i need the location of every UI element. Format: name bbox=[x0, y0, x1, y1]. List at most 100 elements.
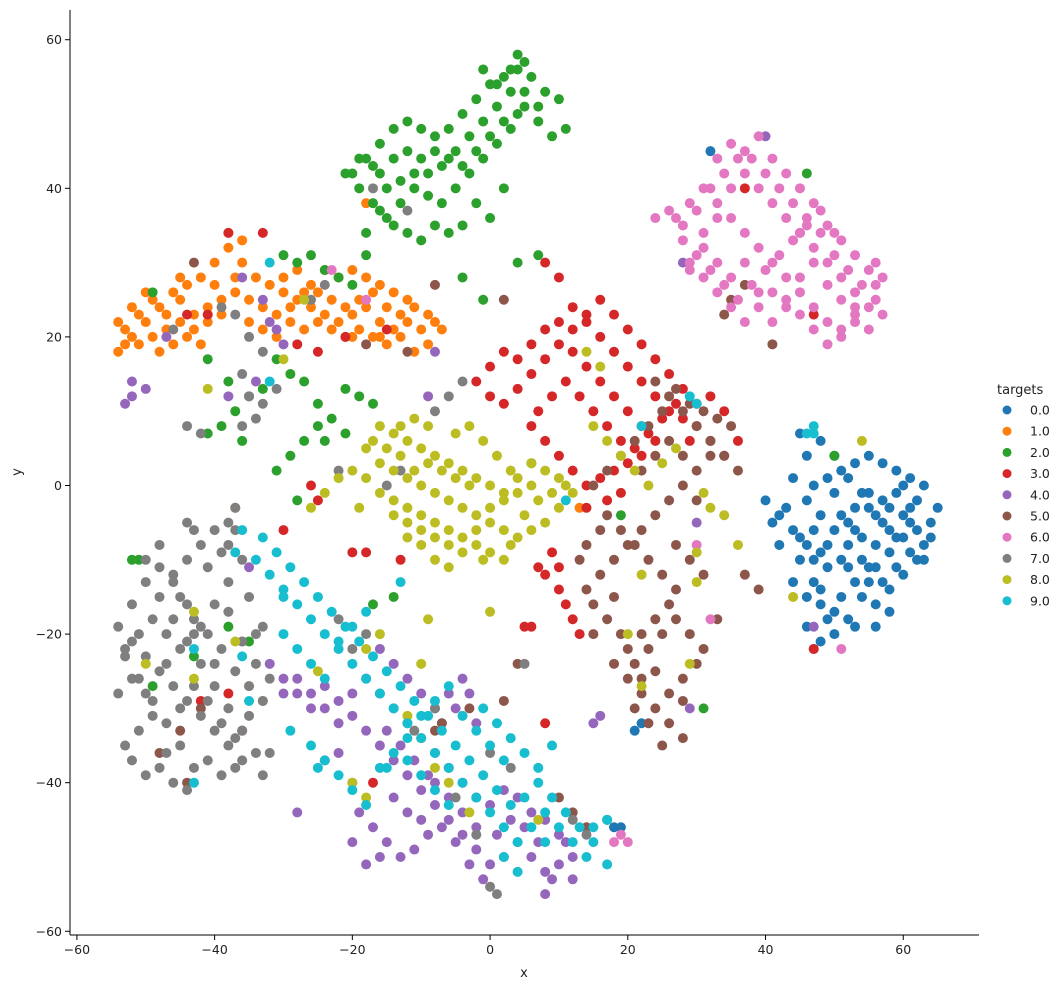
data-point bbox=[423, 391, 434, 402]
data-point bbox=[443, 814, 454, 825]
data-point bbox=[133, 629, 144, 640]
data-point bbox=[140, 383, 151, 394]
data-point bbox=[856, 279, 867, 290]
data-point bbox=[485, 807, 496, 818]
data-point bbox=[423, 458, 434, 469]
data-point bbox=[760, 265, 771, 276]
data-point bbox=[526, 339, 537, 350]
data-point bbox=[698, 487, 709, 498]
data-point bbox=[402, 116, 413, 127]
data-point bbox=[188, 606, 199, 617]
data-point bbox=[457, 272, 468, 283]
data-point bbox=[237, 421, 248, 432]
data-point bbox=[237, 725, 248, 736]
data-point bbox=[429, 703, 440, 714]
data-point bbox=[175, 317, 186, 328]
data-point bbox=[402, 502, 413, 513]
data-point bbox=[326, 324, 337, 335]
data-point bbox=[836, 331, 847, 342]
data-point bbox=[540, 837, 551, 848]
data-point bbox=[774, 250, 785, 261]
data-point bbox=[478, 435, 489, 446]
data-point bbox=[615, 435, 626, 446]
data-point bbox=[416, 324, 427, 335]
data-point bbox=[526, 525, 537, 536]
data-point bbox=[278, 673, 289, 684]
data-point bbox=[657, 458, 668, 469]
data-point bbox=[113, 621, 124, 632]
data-point bbox=[519, 747, 530, 758]
legend-marker bbox=[1002, 490, 1012, 500]
data-point bbox=[368, 161, 378, 172]
data-point bbox=[588, 480, 599, 491]
data-point bbox=[120, 740, 131, 751]
data-point bbox=[154, 666, 165, 677]
data-point bbox=[794, 183, 805, 194]
data-point bbox=[808, 257, 819, 268]
data-point bbox=[836, 235, 847, 246]
data-point bbox=[650, 213, 661, 224]
data-point bbox=[650, 450, 661, 461]
data-point bbox=[457, 807, 468, 818]
data-point bbox=[182, 517, 193, 528]
data-point bbox=[512, 487, 523, 498]
data-point bbox=[519, 57, 530, 68]
data-point bbox=[595, 331, 606, 342]
data-point bbox=[512, 658, 523, 669]
data-point bbox=[850, 250, 861, 261]
x-axis-title: x bbox=[520, 966, 528, 981]
data-point bbox=[540, 257, 551, 268]
data-point bbox=[195, 539, 206, 550]
data-point bbox=[643, 643, 654, 654]
data-point bbox=[326, 265, 337, 276]
data-point bbox=[677, 673, 688, 684]
data-point bbox=[870, 562, 881, 573]
legend-marker bbox=[1002, 511, 1012, 521]
data-point bbox=[250, 413, 261, 424]
data-point bbox=[677, 406, 688, 417]
data-point bbox=[230, 762, 241, 773]
data-point bbox=[429, 487, 440, 498]
data-point bbox=[471, 718, 482, 729]
data-point bbox=[560, 599, 571, 610]
data-point bbox=[402, 346, 413, 357]
legend-label: 4.0 bbox=[1030, 487, 1050, 502]
data-point bbox=[553, 792, 564, 803]
data-point bbox=[794, 428, 805, 439]
data-point bbox=[526, 807, 537, 818]
data-point bbox=[409, 465, 420, 476]
data-point bbox=[120, 651, 131, 662]
data-point bbox=[409, 346, 420, 357]
data-point bbox=[829, 525, 840, 536]
data-point bbox=[719, 309, 730, 320]
data-point bbox=[416, 814, 427, 825]
data-point bbox=[250, 554, 261, 565]
data-point bbox=[581, 822, 592, 833]
data-point bbox=[374, 629, 385, 640]
data-point bbox=[567, 465, 578, 476]
data-point bbox=[312, 666, 323, 677]
data-point bbox=[223, 539, 234, 550]
data-point bbox=[856, 554, 867, 565]
data-point bbox=[429, 346, 440, 357]
data-point bbox=[244, 391, 255, 402]
data-point bbox=[271, 547, 282, 558]
data-point bbox=[843, 614, 854, 625]
data-point bbox=[202, 755, 213, 766]
data-point bbox=[636, 525, 647, 536]
data-point bbox=[822, 279, 833, 290]
data-point bbox=[388, 123, 399, 134]
data-point bbox=[574, 554, 585, 565]
data-point bbox=[712, 153, 723, 164]
data-point bbox=[588, 837, 599, 848]
data-point bbox=[188, 324, 199, 335]
data-point bbox=[278, 287, 289, 298]
data-point bbox=[361, 443, 372, 454]
data-point bbox=[223, 391, 234, 402]
data-point bbox=[801, 495, 812, 506]
data-point bbox=[464, 421, 475, 432]
data-point bbox=[168, 339, 179, 350]
data-point bbox=[533, 762, 544, 773]
data-point bbox=[168, 681, 179, 692]
data-point bbox=[843, 562, 854, 573]
